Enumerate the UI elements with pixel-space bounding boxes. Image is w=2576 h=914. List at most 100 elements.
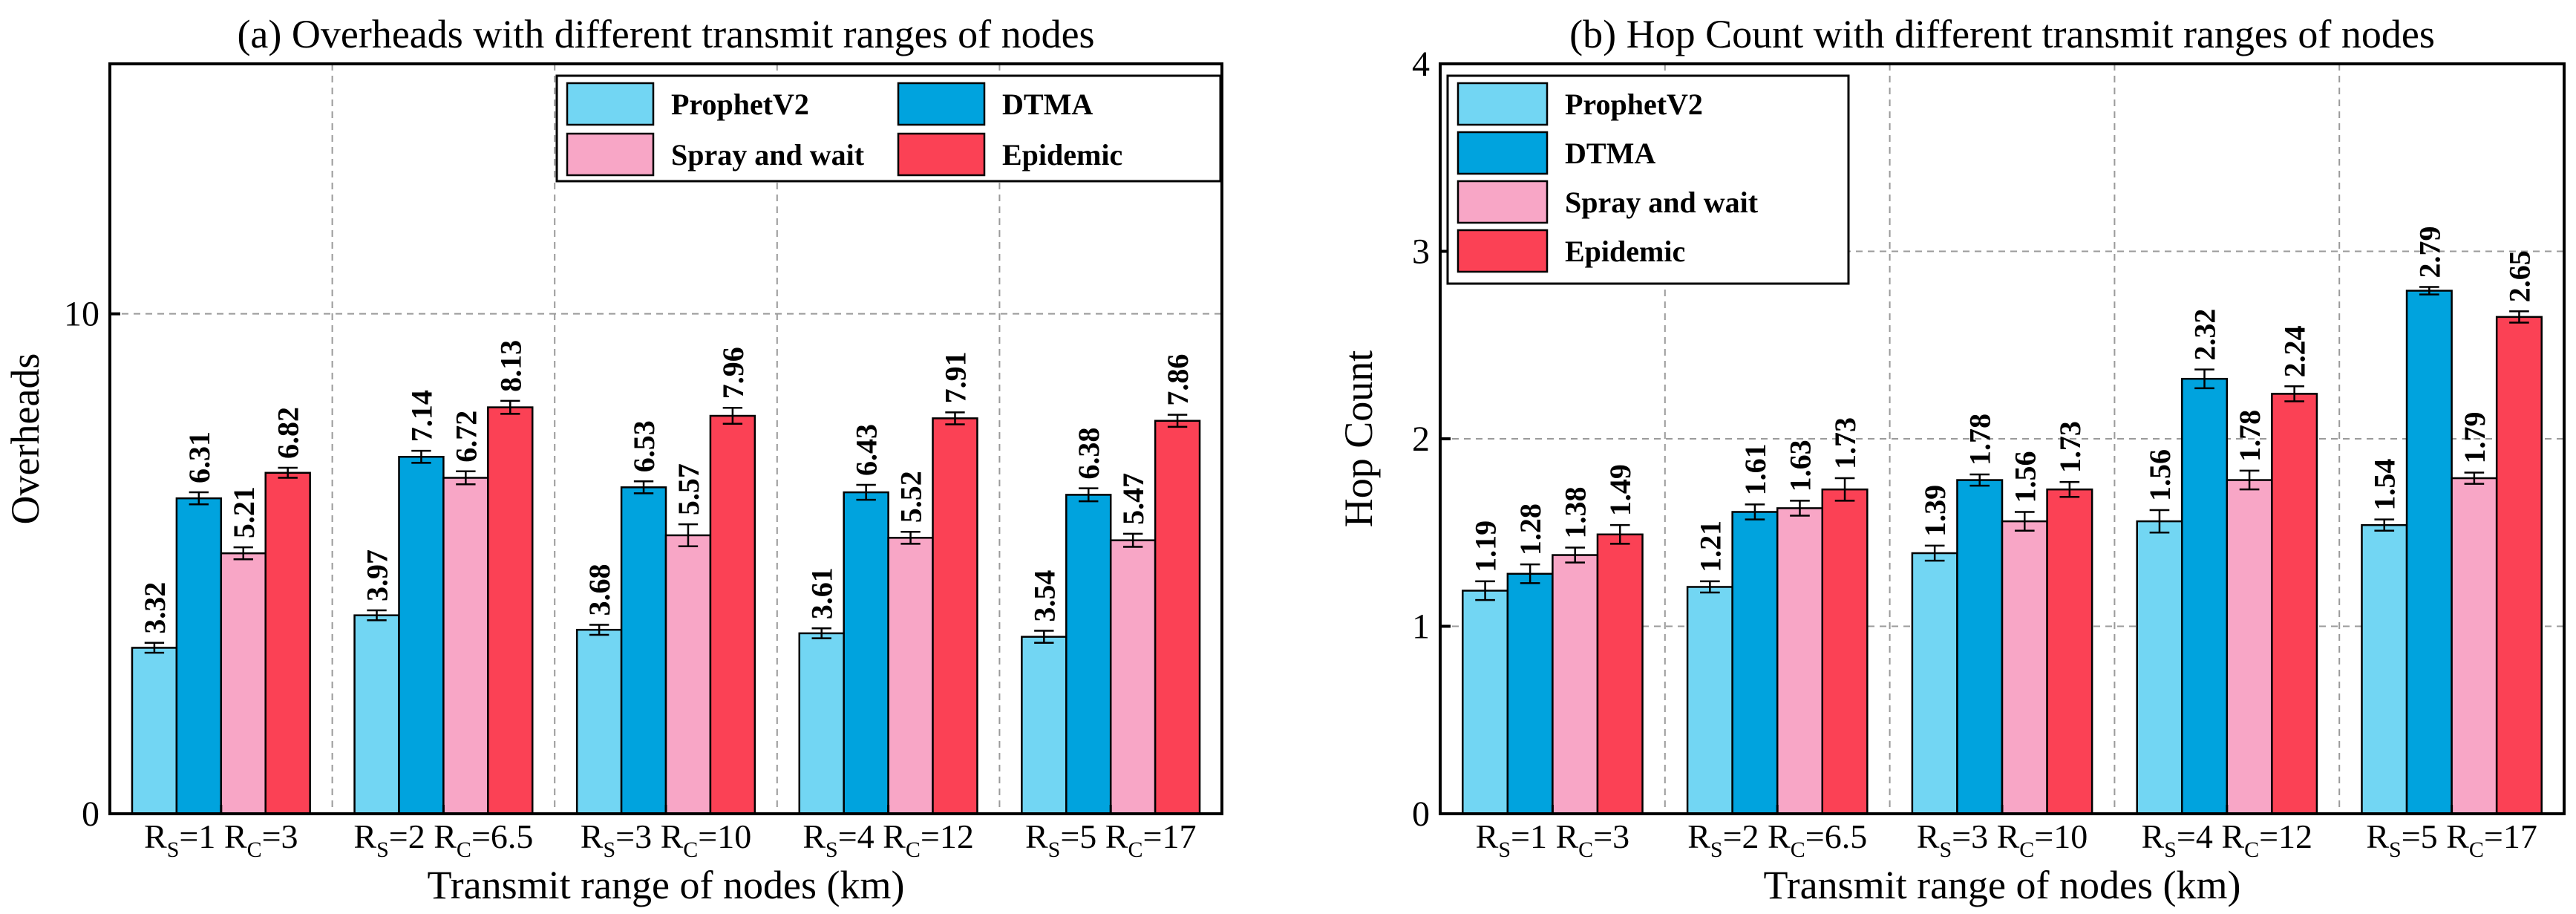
category-subscript: C [2244, 838, 2259, 862]
legend-swatch-prophetv2 [1457, 82, 1549, 126]
category-part: 5 [1079, 817, 1096, 855]
category-part: 6.5 [1825, 817, 1868, 855]
category-part: = [389, 817, 408, 855]
category-label: RS=2 RC=6.5 [353, 817, 533, 862]
data-label: 6.31 [183, 431, 216, 483]
category-part: R [224, 817, 247, 855]
data-label: 5.21 [227, 486, 261, 538]
bar-spray-and-wait [220, 552, 267, 815]
error-bar [1969, 473, 1990, 487]
data-label: 5.52 [895, 471, 928, 523]
category-subscript: S [167, 838, 180, 862]
category-subscript: S [2389, 838, 2402, 862]
legend-swatch-epidemic [1457, 229, 1549, 273]
category-part: = [2034, 817, 2053, 855]
bar-dtma [1956, 479, 2004, 815]
error-bar [189, 491, 209, 506]
category-part: 4 [2196, 817, 2213, 855]
legend-swatch-prophetv2 [566, 82, 655, 126]
error-bar [1790, 500, 1810, 517]
data-label: 1.56 [2008, 451, 2041, 503]
category-part: R [661, 817, 684, 855]
bar-prophetv2 [1911, 552, 1958, 815]
category-part: R [1687, 817, 1710, 855]
error-bar [2014, 511, 2035, 532]
bar-prophetv2 [1462, 590, 1509, 815]
data-label: 6.72 [449, 411, 483, 463]
bar-dtma [620, 486, 667, 815]
y-axis-title: Overheads [3, 353, 48, 525]
y-tick-label: 3 [1412, 232, 1430, 272]
data-label: 1.28 [1514, 503, 1547, 555]
error-bar [411, 449, 431, 464]
bar-spray-and-wait [2226, 479, 2273, 815]
bar-dtma [398, 455, 445, 815]
bar-epidemic [2495, 316, 2543, 815]
data-label: 3.54 [1027, 570, 1061, 622]
chart-a-overheads: (a) Overheads with different transmit ra… [3, 12, 1223, 907]
data-label: 1.78 [2233, 410, 2266, 462]
category-part: R [144, 817, 167, 855]
category-part: = [1723, 817, 1742, 855]
error-bar [900, 530, 921, 545]
error-bar [278, 466, 298, 479]
bar-prophetv2 [131, 647, 178, 815]
data-label: 6.82 [272, 407, 305, 459]
category-spacer [215, 817, 224, 855]
legend-swatch-spray-and-wait [566, 132, 655, 177]
chart-title: (b) Hop Count with different transmit ra… [1569, 12, 2435, 56]
bar-dtma [1731, 511, 1779, 815]
category-part: 1 [198, 817, 215, 855]
data-label: 5.47 [1117, 473, 1150, 525]
y-tick-label: 0 [1412, 794, 1430, 834]
bar-spray-and-wait [664, 534, 712, 815]
error-bar [2059, 480, 2080, 498]
bar-spray-and-wait [2001, 520, 2048, 815]
category-label: RS=4 RC=12 [2142, 817, 2312, 862]
bar-prophetv2 [2136, 520, 2183, 815]
error-bar [678, 523, 699, 548]
bar-epidemic [264, 471, 311, 815]
y-tick-label: 10 [64, 295, 99, 334]
category-part: 12 [2278, 817, 2312, 855]
bar-dtma [843, 491, 889, 815]
category-subscript: S [603, 838, 615, 862]
error-bar [2419, 286, 2439, 296]
data-label: 1.79 [2458, 411, 2491, 463]
category-spacer [1096, 817, 1105, 855]
category-part: R [1555, 817, 1578, 855]
category-label: RS=5 RC=17 [2366, 817, 2537, 862]
bar-prophetv2 [575, 628, 623, 815]
error-bar [1609, 523, 1630, 545]
data-label: 1.73 [2053, 421, 2087, 473]
category-part: = [838, 817, 857, 855]
category-subscript: C [906, 838, 921, 862]
legend-box [555, 74, 1222, 183]
bar-epidemic [2046, 488, 2093, 815]
data-label: 7.14 [405, 390, 438, 442]
bar-spray-and-wait [1776, 507, 1824, 815]
data-label: 2.79 [2413, 226, 2446, 278]
y-tick-label: 1 [1412, 607, 1430, 647]
data-label: 1.63 [1783, 440, 1817, 492]
chart-b-hop-count: (b) Hop Count with different transmit ra… [1336, 12, 2566, 907]
error-bar [233, 546, 253, 561]
error-bar [144, 642, 165, 654]
data-label: 3.97 [361, 549, 394, 601]
category-part: 10 [717, 817, 751, 855]
error-bar [1167, 414, 1188, 428]
category-spacer [652, 817, 661, 855]
category-part: R [353, 817, 376, 855]
error-bar [1700, 580, 1720, 594]
legend-swatch-spray-and-wait [1457, 180, 1549, 224]
category-part: = [1952, 817, 1971, 855]
data-label: 3.32 [138, 582, 171, 634]
legend-label-prophetv2: ProphetV2 [1565, 88, 1703, 121]
data-label: 1.61 [1739, 443, 1772, 495]
category-subscript: S [826, 838, 838, 862]
bar-dtma [2180, 377, 2229, 815]
category-subscript: S [2164, 838, 2177, 862]
category-subscript: C [2469, 838, 2484, 862]
y-tick-label: 2 [1412, 420, 1430, 459]
